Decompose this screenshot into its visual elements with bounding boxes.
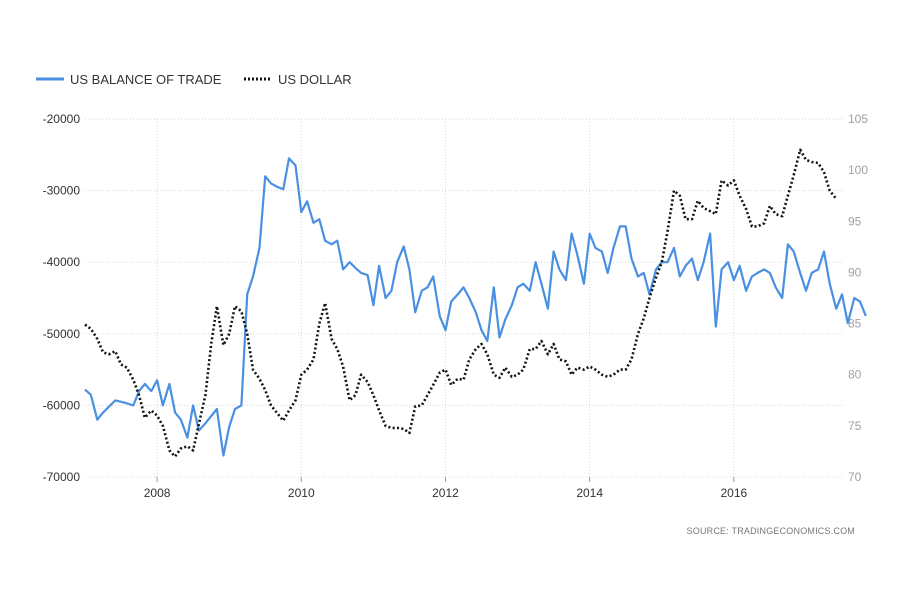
y-right-tick-label: 70 — [848, 470, 862, 484]
x-tick-label: 2014 — [576, 486, 603, 500]
y-right-tick-label: 90 — [848, 265, 862, 279]
y-left-tick-label: -70000 — [43, 470, 81, 484]
y-left-tick-label: -60000 — [43, 398, 81, 412]
legend[interactable]: US BALANCE OF TRADE US DOLLAR — [36, 72, 352, 87]
y-right-tick-label: 75 — [848, 419, 862, 433]
y-left-tick-label: -20000 — [43, 112, 81, 126]
x-tick-label: 2016 — [721, 486, 748, 500]
legend-label-balance-of-trade: US BALANCE OF TRADE — [70, 72, 222, 87]
legend-label-us-dollar: US DOLLAR — [278, 72, 352, 87]
y-right-tick-label: 100 — [848, 163, 868, 177]
grid-layer — [85, 118, 842, 478]
y-left-tick-label: -50000 — [43, 327, 81, 341]
legend-item-balance-of-trade[interactable]: US BALANCE OF TRADE — [36, 72, 222, 87]
x-tick-label: 2008 — [144, 486, 171, 500]
y-right-tick-label: 80 — [848, 368, 862, 382]
y-left-tick-label: -30000 — [43, 184, 81, 198]
source-credit: SOURCE: TRADINGECONOMICS.COM — [687, 526, 855, 536]
series-line-us-dollar[interactable] — [84, 148, 838, 458]
y-right-tick-label: 105 — [848, 112, 868, 126]
y-left-tick-label: -40000 — [43, 255, 81, 269]
x-tick-label: 2012 — [432, 486, 459, 500]
series-layer — [84, 148, 867, 458]
y-right-tick-label: 85 — [848, 317, 862, 331]
axis-layer: -20000 -30000 -40000 -50000 -60000 -70000 105 1… — [43, 112, 869, 500]
legend-item-us-dollar[interactable]: US DOLLAR — [244, 72, 352, 87]
x-tick-label: 2010 — [288, 486, 315, 500]
y-right-tick-label: 95 — [848, 214, 862, 228]
series-line-balance-of-trade[interactable] — [84, 157, 867, 457]
